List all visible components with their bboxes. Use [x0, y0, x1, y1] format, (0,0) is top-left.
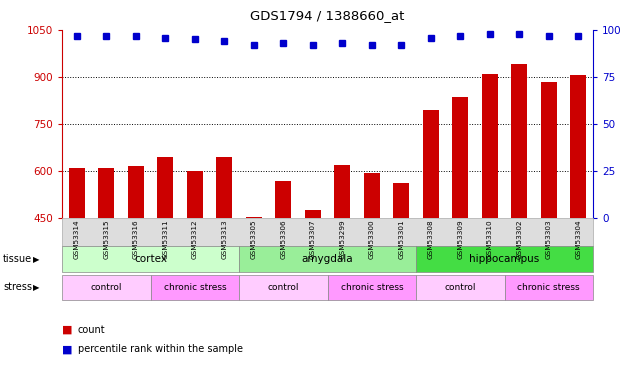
Bar: [334, 165, 350, 218]
Text: GSM53314: GSM53314: [74, 219, 80, 259]
Bar: [452, 97, 468, 218]
Text: ■: ■: [62, 325, 73, 335]
Text: GSM53308: GSM53308: [428, 219, 434, 259]
Text: chronic stress: chronic stress: [163, 283, 226, 292]
Text: GSM53305: GSM53305: [251, 219, 257, 259]
Bar: [157, 157, 173, 218]
Text: tissue: tissue: [3, 254, 32, 264]
Text: ■: ■: [62, 345, 73, 354]
Bar: [570, 75, 586, 217]
Bar: [482, 74, 498, 217]
Text: GDS1794 / 1388660_at: GDS1794 / 1388660_at: [250, 9, 405, 22]
Text: stress: stress: [3, 282, 32, 292]
Text: GSM53304: GSM53304: [575, 219, 581, 259]
Bar: [364, 173, 380, 217]
Bar: [187, 171, 203, 217]
Text: percentile rank within the sample: percentile rank within the sample: [78, 345, 243, 354]
Text: GSM53313: GSM53313: [221, 219, 227, 259]
Text: control: control: [91, 283, 122, 292]
Text: GSM53312: GSM53312: [192, 219, 198, 259]
Text: chronic stress: chronic stress: [340, 283, 403, 292]
Text: hippocampus: hippocampus: [469, 254, 540, 264]
Text: control: control: [445, 283, 476, 292]
Text: GSM53302: GSM53302: [516, 219, 522, 259]
Text: ▶: ▶: [33, 283, 39, 292]
Text: GSM53311: GSM53311: [162, 219, 168, 259]
Text: GSM53303: GSM53303: [546, 219, 552, 259]
Bar: [393, 183, 409, 218]
Bar: [275, 181, 291, 218]
Text: GSM53307: GSM53307: [310, 219, 316, 259]
Text: GSM53316: GSM53316: [133, 219, 139, 259]
Bar: [69, 168, 85, 217]
Text: ▶: ▶: [33, 255, 39, 264]
Text: chronic stress: chronic stress: [517, 283, 580, 292]
Bar: [128, 166, 144, 218]
Text: amygdala: amygdala: [302, 254, 353, 264]
Text: GSM53315: GSM53315: [103, 219, 109, 259]
Text: cortex: cortex: [134, 254, 167, 264]
Bar: [511, 64, 527, 218]
Text: GSM53300: GSM53300: [369, 219, 375, 259]
Bar: [305, 210, 321, 218]
Bar: [216, 157, 232, 218]
Text: GSM53310: GSM53310: [487, 219, 493, 259]
Text: GSM53299: GSM53299: [339, 219, 345, 259]
Text: GSM53301: GSM53301: [398, 219, 404, 259]
Text: GSM53309: GSM53309: [457, 219, 463, 259]
Bar: [541, 82, 557, 218]
Text: GSM53306: GSM53306: [280, 219, 286, 259]
Bar: [98, 168, 114, 217]
Bar: [423, 110, 439, 218]
Text: count: count: [78, 325, 105, 335]
Text: control: control: [268, 283, 299, 292]
